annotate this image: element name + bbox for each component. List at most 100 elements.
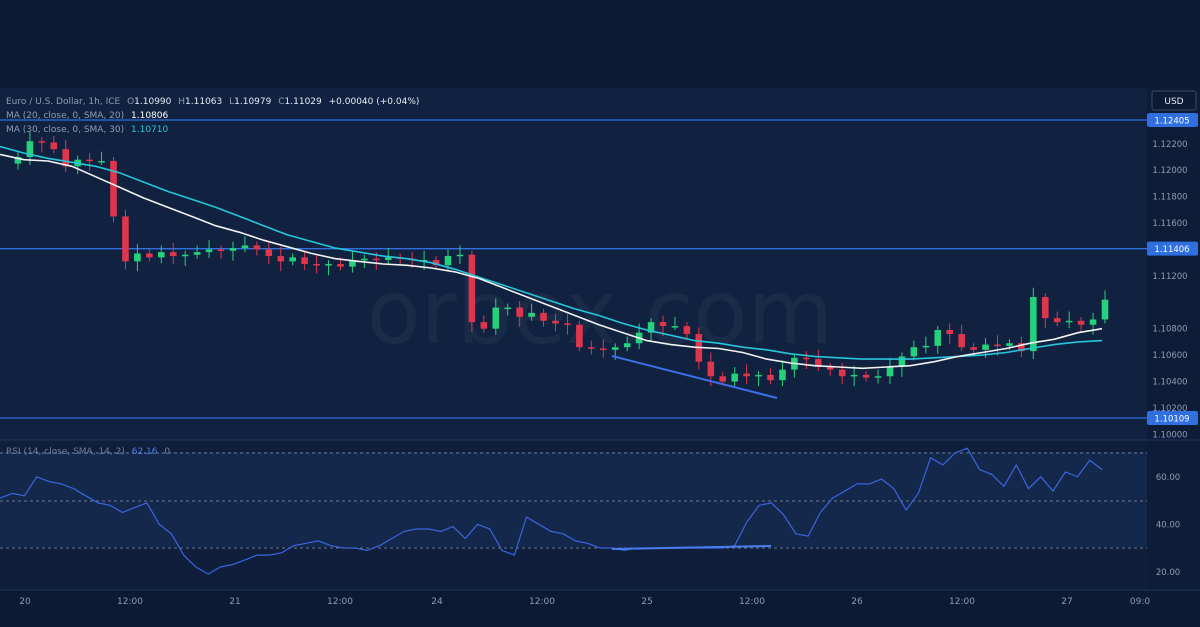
candle-body — [731, 373, 738, 382]
candle-body — [158, 252, 165, 258]
price-tick-label: 1.10600 — [1152, 351, 1187, 361]
time-tick-label: 12:00 — [327, 597, 353, 607]
level-label: 1.10109 — [1154, 415, 1189, 425]
candle-body — [14, 157, 22, 164]
price-divergence-trendline[interactable] — [611, 355, 778, 399]
candle-body — [169, 252, 177, 257]
ma20-value: 1.10806 — [131, 111, 168, 121]
time-tick-label: 09:0 — [1130, 597, 1150, 607]
candle-body — [647, 322, 655, 333]
candle-body — [886, 367, 894, 377]
candle-body — [50, 142, 58, 150]
level-label-box — [1147, 411, 1198, 425]
price-tick-label: 1.10400 — [1152, 378, 1187, 388]
candle-body — [1041, 297, 1049, 319]
candle-body — [313, 263, 320, 266]
price-tick-label: 1.11600 — [1152, 219, 1187, 229]
candle-body — [277, 256, 285, 262]
candle-body — [659, 322, 667, 327]
price-tick-label: 1.10200 — [1152, 404, 1187, 414]
candle-body — [444, 256, 452, 266]
ma20-label: MA (20, close, 0, SMA, 20) — [6, 111, 124, 121]
candle-body — [134, 253, 141, 262]
candle-body — [1018, 343, 1025, 352]
candle-body — [1101, 299, 1109, 320]
candle-body — [98, 160, 105, 163]
candle-body — [755, 374, 762, 377]
time-axis: 20 12:00 21 12:00 24 12:00 25 12:00 26 12:00 27 09:… — [19, 597, 1150, 607]
price-tick-label: 1.10000 — [1152, 430, 1187, 440]
candle-body — [1065, 320, 1073, 323]
candle-body — [26, 141, 34, 158]
horizontal-levels[interactable] — [0, 119, 1147, 419]
candle-body — [922, 345, 930, 348]
ohlc-o-label: O — [127, 97, 134, 107]
candle-body — [62, 149, 70, 167]
ma30-value: 1.10710 — [131, 125, 168, 135]
candle-body — [193, 252, 201, 255]
currency-button-label[interactable]: USD — [1164, 97, 1183, 107]
legend-header: Euro / U.S. Dollar, 1h, ICE O1.10990 H1.… — [6, 97, 419, 107]
candle-body — [1053, 318, 1061, 323]
candle-body — [946, 330, 953, 334]
currency-button[interactable]: USD — [1151, 90, 1197, 111]
time-tick-label: 27 — [1061, 597, 1072, 607]
ohlc-h-value: 1.11063 — [185, 97, 222, 107]
candle-body — [611, 347, 619, 350]
candle-body — [910, 347, 918, 357]
candle-body — [528, 312, 535, 317]
rsi-divergence-trendline[interactable] — [611, 545, 772, 550]
candle-body — [146, 253, 153, 258]
candle-body — [934, 330, 942, 346]
rsi-tick-label: 60.00 — [1156, 473, 1180, 483]
candle-body — [803, 357, 810, 360]
time-tick-label: 12:00 — [117, 597, 143, 607]
candle-body — [432, 260, 440, 266]
price-change: +0.00040 (+0.04%) — [329, 97, 420, 107]
candle-body — [1089, 319, 1097, 325]
candle-body — [349, 260, 356, 267]
candle-body — [301, 257, 308, 264]
candle-body — [229, 248, 237, 251]
price-axis: 1.12200 1.12000 1.11800 1.11600 1.11200 1.108… — [1152, 140, 1187, 441]
candle-body — [898, 356, 906, 368]
candle-body — [671, 326, 679, 328]
candle-body — [779, 369, 786, 381]
time-tick-label: 24 — [431, 597, 443, 607]
price-tick-label: 1.10800 — [1152, 325, 1187, 335]
price-tick-label: 1.11800 — [1152, 193, 1187, 203]
candle-body — [958, 333, 965, 348]
candle-body — [838, 369, 846, 377]
candle-body — [540, 312, 547, 321]
level-label: 1.11406 — [1154, 245, 1189, 255]
candle-body — [265, 249, 273, 257]
ma20-line — [0, 153, 1103, 370]
rsi-tick-label: 40.00 — [1156, 520, 1180, 530]
time-tick-label: 12:00 — [739, 597, 765, 607]
candle-body — [743, 373, 750, 377]
candle-body — [217, 249, 225, 251]
candle-body — [504, 307, 512, 310]
rsi-axis: 60.00 40.00 20.00 — [1156, 473, 1180, 578]
candle-body — [1077, 320, 1085, 325]
ma30-legend: MA (30, close, 0, SMA, 30) 1.10710 — [6, 125, 169, 135]
currency-button-frame[interactable] — [1151, 90, 1197, 111]
candle-body — [576, 324, 583, 348]
time-tick-label: 12:00 — [949, 597, 975, 607]
candle-body — [623, 343, 631, 348]
candle-body — [456, 254, 464, 257]
candle-body — [253, 245, 261, 250]
candle-body — [337, 263, 344, 267]
candle-body — [826, 367, 834, 370]
candle-body — [982, 344, 989, 350]
ohlc-l-value: 1.10979 — [234, 97, 271, 107]
time-tick-label: 12:00 — [529, 597, 555, 607]
candle-body — [970, 347, 977, 350]
ma30-line — [0, 145, 1103, 360]
candle-body — [480, 322, 488, 329]
ohlc-l-label: L — [229, 97, 234, 107]
candle-body — [683, 326, 691, 334]
candle-body — [492, 307, 500, 329]
